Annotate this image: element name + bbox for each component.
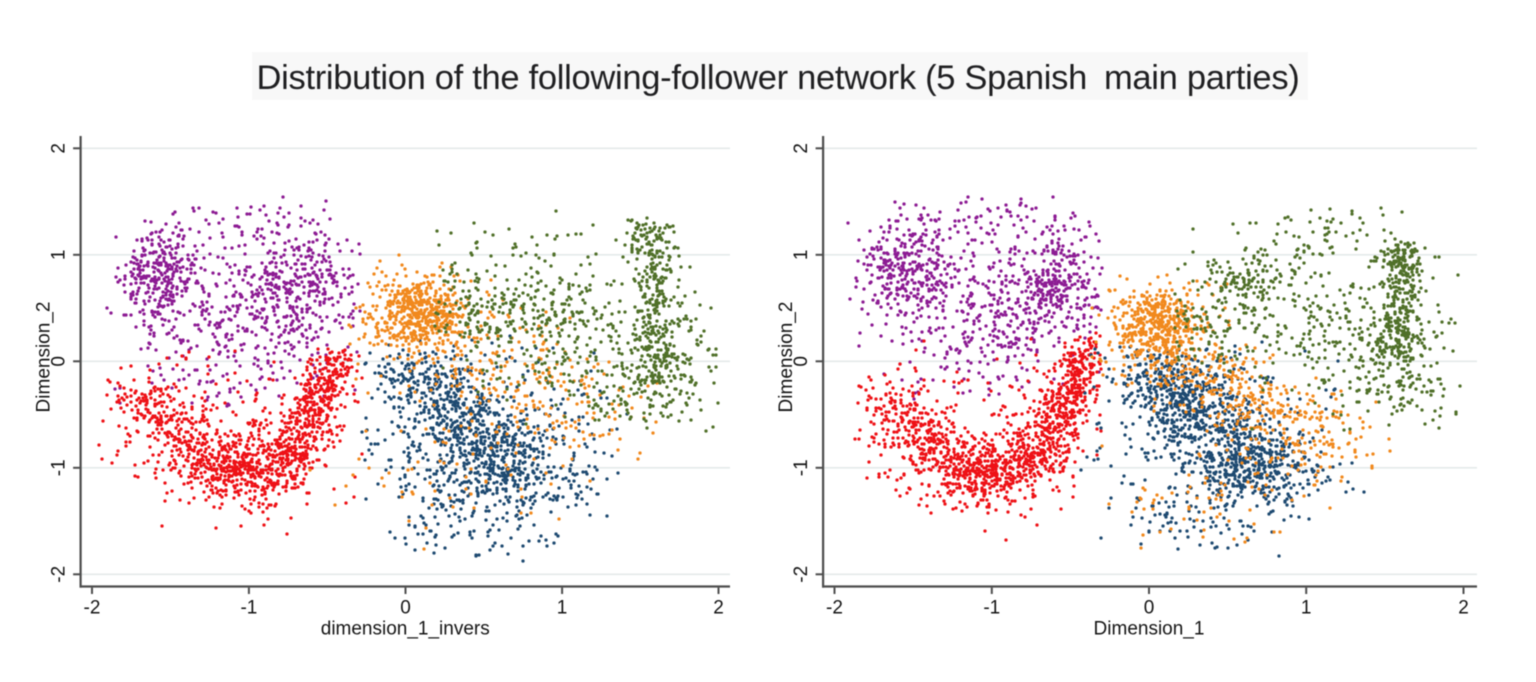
svg-text:2: 2: [48, 143, 69, 154]
svg-text:1: 1: [791, 250, 812, 261]
svg-text:Dimension_1: Dimension_1: [1094, 619, 1205, 640]
svg-text:1: 1: [48, 250, 69, 261]
svg-text:-1: -1: [48, 459, 69, 476]
svg-text:0: 0: [400, 598, 411, 619]
svg-text:1: 1: [1301, 598, 1312, 619]
svg-text:-2: -2: [826, 598, 843, 619]
svg-text:2: 2: [791, 143, 812, 154]
svg-text:Distribution of the following-: Distribution of the following-follower n…: [257, 59, 1300, 97]
svg-text:2: 2: [1458, 598, 1469, 619]
svg-text:-1: -1: [240, 598, 257, 619]
svg-text:0: 0: [791, 356, 812, 367]
svg-text:2: 2: [713, 598, 724, 619]
svg-text:Dimension_2: Dimension_2: [776, 302, 797, 413]
svg-text:-2: -2: [84, 598, 101, 619]
svg-text:-1: -1: [791, 459, 812, 476]
svg-text:dimension_1_invers: dimension_1_invers: [321, 619, 490, 640]
svg-text:-2: -2: [48, 566, 69, 583]
svg-text:-2: -2: [791, 566, 812, 583]
svg-text:-1: -1: [983, 598, 1000, 619]
svg-text:0: 0: [1144, 598, 1155, 619]
svg-text:0: 0: [48, 356, 69, 367]
svg-text:1: 1: [557, 598, 568, 619]
svg-text:Dimension_2: Dimension_2: [34, 302, 55, 413]
